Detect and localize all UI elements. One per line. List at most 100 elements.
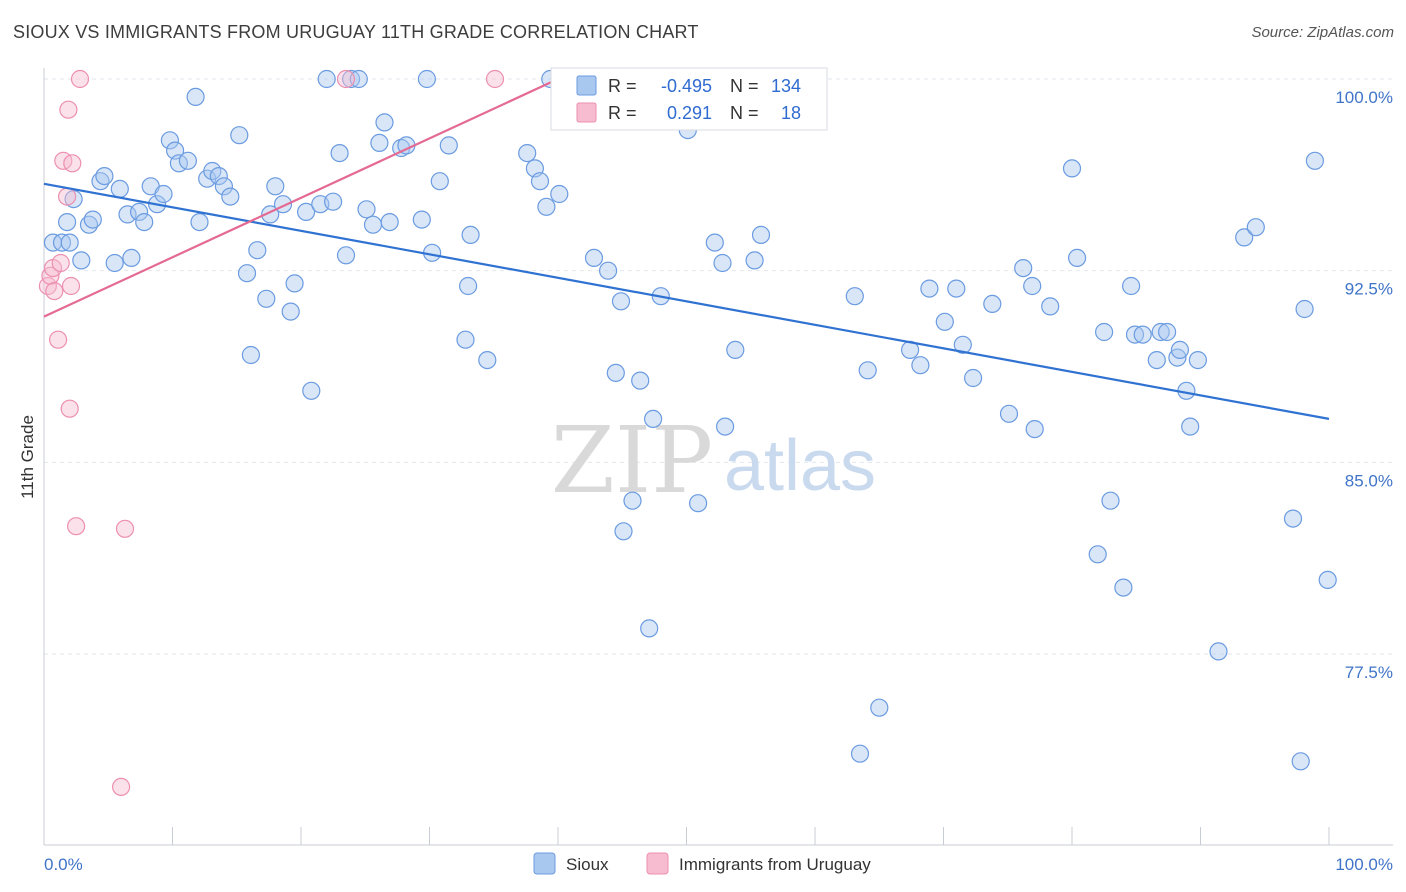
sioux-point <box>751 225 771 244</box>
uruguay-point <box>70 69 90 89</box>
sioux-point <box>606 363 625 382</box>
sioux-point <box>850 744 870 763</box>
x-tick-label-max: 100.0% <box>1335 855 1393 874</box>
stats-r-label-uruguay: R = <box>608 103 637 123</box>
y-tick-label: 77.5% <box>1345 663 1393 682</box>
stats-n-label-sioux: N = <box>730 76 759 96</box>
sioux-point <box>214 177 233 196</box>
sioux-point <box>1151 322 1170 342</box>
sioux-point <box>342 69 361 89</box>
sioux-point <box>135 213 154 232</box>
sioux-point <box>1291 752 1310 771</box>
sioux-point <box>281 302 300 321</box>
sioux-point <box>726 340 745 359</box>
stats-n-label-uruguay: N = <box>730 103 759 123</box>
sioux-point <box>336 246 356 265</box>
sioux-point <box>1062 159 1082 178</box>
x-tick-label-min: 0.0% <box>44 855 83 874</box>
legend-swatch-uruguay[interactable] <box>646 852 669 875</box>
sioux-point <box>1067 248 1087 267</box>
sioux-point <box>999 404 1019 423</box>
sioux-point <box>478 351 497 370</box>
sioux-point <box>439 136 458 155</box>
sioux-point <box>1295 299 1314 319</box>
sioux-point <box>1041 297 1060 316</box>
sioux-point <box>1125 325 1145 344</box>
sioux-point <box>122 248 141 267</box>
sioux-point <box>363 215 383 234</box>
uruguay-point <box>485 69 505 89</box>
sioux-point <box>375 113 394 132</box>
sioux-point <box>983 294 1002 313</box>
x-ticks <box>172 827 1330 845</box>
sioux-point <box>324 192 343 211</box>
y-tick-label: 92.5% <box>1345 280 1393 299</box>
sioux-point <box>614 522 633 541</box>
sioux-point <box>317 69 336 89</box>
sioux-point <box>380 213 399 232</box>
uruguay-point <box>66 517 86 536</box>
sioux-point <box>266 177 285 196</box>
sioux-point <box>237 264 257 283</box>
sioux-point <box>285 274 304 293</box>
sioux-point <box>190 213 209 232</box>
sioux-point <box>537 197 556 216</box>
sioux-point <box>858 361 877 380</box>
sioux-point <box>459 276 478 296</box>
uruguay-point <box>60 399 79 418</box>
stats-box: R = -0.495 N = 134 R = 0.291 N = 18 <box>550 67 828 131</box>
uruguay-point <box>59 100 78 119</box>
sioux-point <box>297 202 316 221</box>
sioux-point <box>870 698 889 717</box>
sioux-point <box>530 172 550 191</box>
stats-n-value-uruguay: 18 <box>781 103 801 123</box>
sioux-point <box>935 312 954 331</box>
sioux-point <box>456 330 475 349</box>
watermark-zip: ZIP <box>551 407 713 514</box>
sioux-points <box>43 69 1337 771</box>
y-tick-label: 85.0% <box>1345 471 1393 490</box>
uruguay-points <box>38 69 505 797</box>
sioux-point <box>947 279 966 298</box>
sioux-point <box>643 409 663 428</box>
sioux-point <box>1235 228 1254 247</box>
sioux-point <box>953 335 972 354</box>
watermark-atlas: atlas <box>724 426 876 506</box>
uruguay-point <box>51 253 70 273</box>
sioux-point <box>130 202 149 221</box>
sioux-point <box>518 144 537 163</box>
stats-r-value-sioux: -0.495 <box>661 76 712 96</box>
sioux-point <box>430 172 449 191</box>
sioux-point <box>60 233 79 252</box>
sioux-point <box>230 126 249 145</box>
legend-label-uruguay[interactable]: Immigrants from Uruguay <box>679 855 871 874</box>
sioux-point <box>370 133 389 152</box>
uruguay-point <box>63 154 82 173</box>
sioux-point <box>688 494 708 513</box>
chart-title: SIOUX VS IMMIGRANTS FROM URUGUAY 11TH GR… <box>13 22 699 42</box>
legend-label-sioux[interactable]: Sioux <box>566 855 609 874</box>
stats-box-frame <box>550 67 828 131</box>
sioux-point <box>1147 351 1166 370</box>
stats-swatch-sioux <box>576 75 597 96</box>
sioux-point <box>110 179 129 198</box>
sioux-point <box>1101 491 1120 510</box>
sioux-point <box>95 167 114 186</box>
sioux-point <box>1025 420 1044 439</box>
sioux-point <box>1209 642 1228 661</box>
sioux-point <box>83 210 102 229</box>
stats-swatch-uruguay <box>576 102 597 123</box>
sioux-point <box>1246 218 1265 237</box>
sioux-point <box>1014 259 1033 278</box>
sioux-point <box>241 345 260 365</box>
sioux-point <box>412 210 431 229</box>
uruguay-point <box>111 777 131 797</box>
uruguay-point <box>336 69 356 89</box>
sioux-point <box>745 251 764 270</box>
axes <box>43 68 1393 846</box>
legend-swatch-sioux[interactable] <box>533 852 556 875</box>
sioux-point <box>713 253 732 273</box>
sioux-point <box>584 248 604 267</box>
y-axis-label: 11th Grade <box>18 415 37 499</box>
sioux-point <box>715 417 735 436</box>
